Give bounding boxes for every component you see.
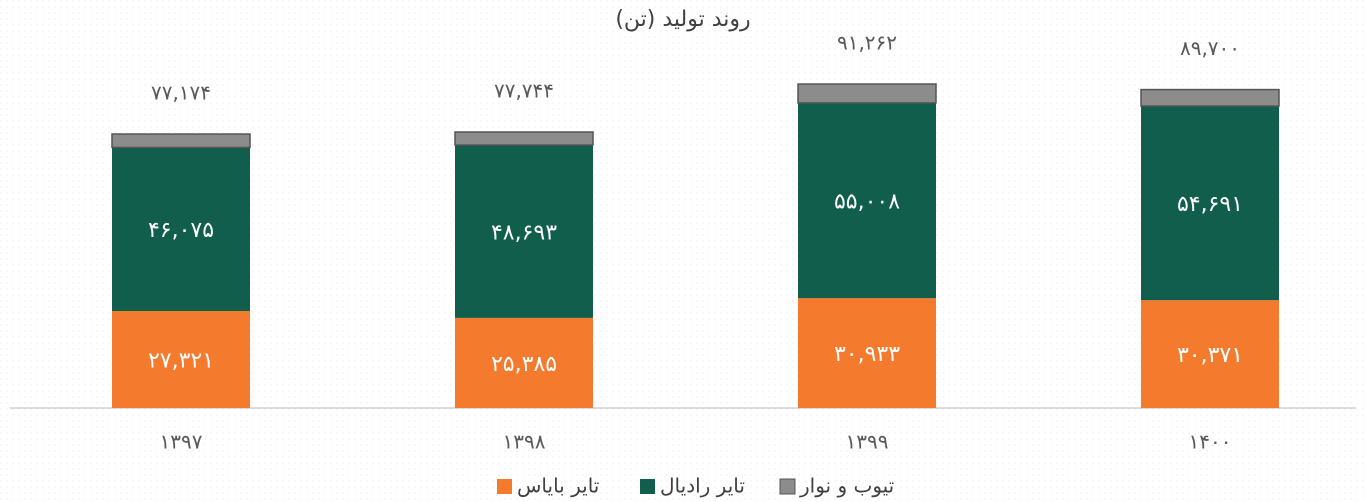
- legend-swatch: [640, 479, 655, 494]
- data-label: ۴۶,۰۷۵: [148, 218, 214, 243]
- x-tick-label: ۱۴۰۰: [1189, 430, 1232, 454]
- bar-segment: [1140, 88, 1280, 107]
- data-label: ۴۸,۶۹۳: [491, 220, 557, 245]
- data-label: ۲۷,۳۲۱: [148, 349, 214, 374]
- data-label: ۳۰,۹۳۳: [834, 342, 900, 367]
- x-tick-label: ۱۳۹۸: [503, 430, 546, 454]
- x-tick-label: ۱۳۹۷: [160, 430, 203, 454]
- data-label: ۳۰,۳۷۱: [1177, 343, 1243, 368]
- bar-segment: [111, 133, 251, 149]
- bar-segment: [1141, 106, 1279, 301]
- data-label: ۲۵,۳۸۵: [491, 352, 557, 377]
- bar-segment: [1141, 300, 1279, 408]
- data-label: ۵۵,۰۰۸: [834, 190, 900, 215]
- total-label: ۷۷,۷۴۴: [494, 79, 554, 103]
- total-label: ۹۱,۲۶۲: [837, 31, 897, 55]
- bar-segment: [455, 317, 593, 408]
- x-tick-label: ۱۳۹۹: [846, 430, 889, 454]
- bar-segment: [798, 298, 936, 408]
- bar-segment: [455, 145, 593, 318]
- legend-label: تایر بایاس: [517, 474, 599, 498]
- legend-label: تایر رادیال: [660, 474, 745, 498]
- total-label: ۸۹,۷۰۰: [1180, 36, 1240, 60]
- chart-title: روند تولید (تن): [615, 7, 750, 32]
- legend-swatch: [497, 479, 512, 494]
- data-label: ۵۴,۶۹۱: [1177, 192, 1243, 217]
- bar-segment: [797, 83, 937, 104]
- bar-segment: [454, 131, 594, 146]
- total-label: ۷۷,۱۷۴: [151, 81, 211, 105]
- bar-segment: [112, 147, 250, 312]
- legend-label: تیوب و نوار: [799, 474, 894, 498]
- bar-segment: [798, 102, 936, 299]
- bar-segment: [112, 311, 250, 408]
- legend-swatch: [779, 478, 796, 495]
